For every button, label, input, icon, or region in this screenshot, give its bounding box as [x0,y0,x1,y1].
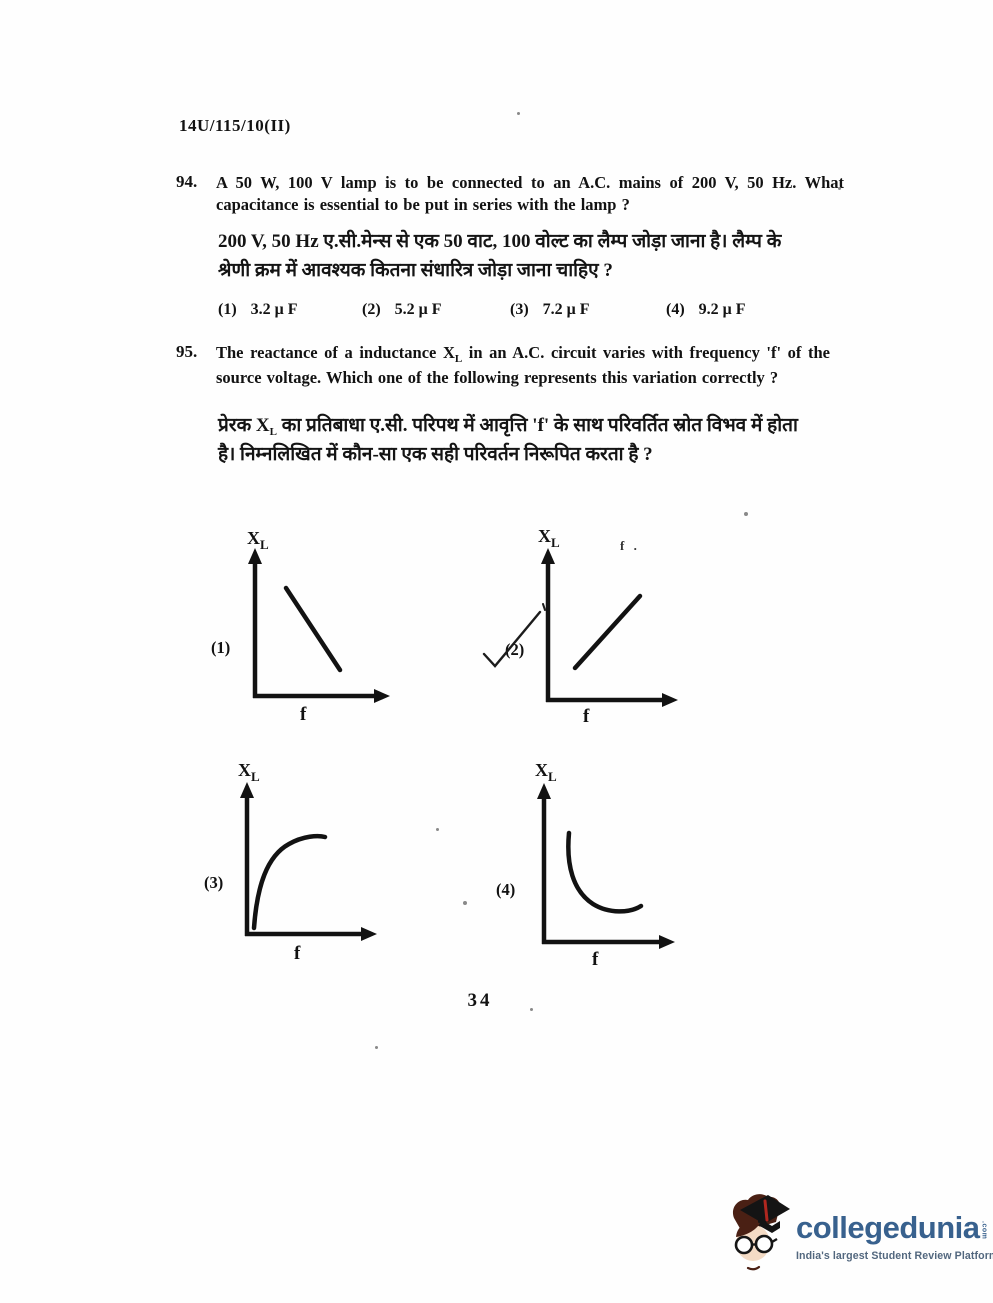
data-curve-hyperbolic [566,830,644,914]
scan-stray-mark: f . [620,538,640,553]
logo-brand-text: collegedunia [796,1210,980,1245]
collegedunia-mascot-icon [732,1194,790,1271]
mascot-glasses-left [734,1235,754,1255]
q94-option-2-value: 5.2 μ F [394,301,442,318]
graph-1-ylabel: X [247,528,260,548]
scan-speck [744,512,748,516]
graph-4-xlabel: f [592,949,599,970]
mascot-glasses-temple [771,1237,778,1244]
graph-2-ylabel-sub: L [551,535,560,550]
graph-3-xlabel: f [294,943,301,964]
graph-3-ylabel-sub: L [251,769,260,784]
scan-speck [375,1046,378,1049]
question-95-number: 95. [176,342,198,361]
graph-3-xl-vs-f-saturating-curve: X L f [238,760,377,964]
q94-option-3-value: 7.2 μ F [542,301,590,318]
scan-speck [530,1008,533,1011]
graph-4-xl-vs-f-hyperbolic-curve: X L f [535,760,675,970]
graph-2-xl-vs-f-increasing-line: X L f [482,526,678,723]
y-axis-arrowhead [541,548,555,564]
paper-code: 14U/115/10(II) [179,116,291,135]
q94-option-1-value: 3.2 μ F [250,301,298,318]
graph-1-ylabel-sub: L [260,537,269,552]
mascot-tassel [763,1199,769,1222]
collegedunia-logo: collegedunia .com India's largest Studen… [728,1186,993,1278]
x-axis-arrowhead [374,689,390,703]
graph-4-ylabel: X [535,760,548,780]
graph-2-label: (2) [505,640,525,659]
mascot-glasses-right [754,1234,774,1254]
logo-brand-line: collegedunia .com [796,1212,993,1243]
scan-speck [463,901,467,905]
question-94-text-hindi: 200 V, 50 Hz ए.सी.मेन्स से एक 50 वाट, 10… [218,231,782,281]
q94-option-1-label: (1) [218,301,237,318]
q94-option-3-label: (3) [510,301,529,318]
x-axis-arrowhead [361,927,377,941]
mascot-mouth [746,1265,761,1271]
y-axis-arrowhead [537,783,551,799]
question-95-text-english: The reactance of a inductance XL in an A… [216,343,830,387]
mascot-cap-base [758,1218,780,1233]
graph-3-label: (3) [204,873,224,892]
xl-subscript: L [454,353,463,365]
y-axis-arrowhead [240,782,254,798]
question-94: 94. A 50 W, 100 V lamp is to be connecte… [176,172,848,216]
data-line-increasing [572,593,643,671]
q94-option-4-value: 9.2 μ F [698,301,746,318]
x-axis-arrowhead [662,693,678,707]
q94-option-4: (4) 9.2 μ F [666,301,746,319]
logo-tagline: India's largest Student Review Platform [796,1250,993,1262]
y-axis-arrowhead [248,548,262,564]
question-94-number: 94. [176,172,198,191]
x-axis-arrowhead [659,935,675,949]
q94-option-2: (2) 5.2 μ F [362,301,442,319]
scan-speck [436,828,439,831]
q94-option-3: (3) 7.2 μ F [510,301,590,319]
q94-option-1: (1) 3.2 μ F [218,301,298,319]
graph-4-ylabel-sub: L [548,769,557,784]
graph-2-xlabel: f [583,706,590,723]
page-number: 34 [467,990,493,1011]
q94-option-2-label: (2) [362,301,381,318]
question-95: 95. The reactance of a inductance XL in … [176,342,836,388]
logo-tld-text: .com [980,1220,988,1239]
data-curve-saturating [251,833,328,931]
graph-1-xlabel: f [300,704,307,723]
pen-stray-tick [542,603,546,611]
question-95-text-hindi: प्रेरक XL का प्रतिबाधा ए.सी. परिपथ में आ… [218,415,798,465]
q94-option-4-label: (4) [666,301,685,318]
graph-4-label: (4) [496,880,516,899]
graph-3-ylabel: X [238,760,251,780]
scan-speck [838,187,841,190]
graph-2-ylabel: X [538,526,551,546]
graph-1-label: (1) [211,638,231,657]
logo-text-column: collegedunia .com India's largest Studen… [796,1202,993,1262]
checkmark-annotation [482,610,542,668]
data-line-decreasing [283,585,343,673]
mascot-fringe [736,1222,760,1237]
scan-speck [517,112,520,115]
xl-subscript-hindi: L [269,426,277,438]
question-94-text-english: A 50 W, 100 V lamp is to be connected to… [216,173,844,214]
graph-1-xl-vs-f-decreasing-line: X L f [247,528,390,723]
